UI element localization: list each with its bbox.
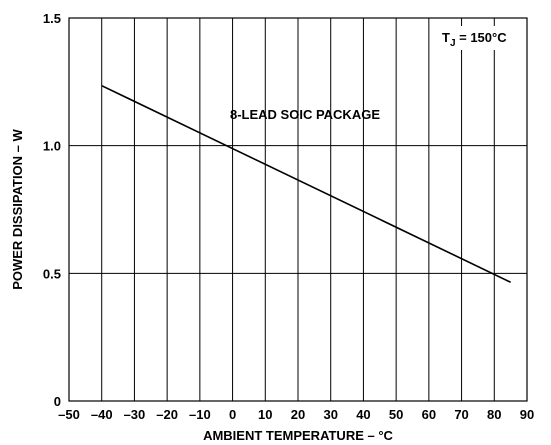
x-tick-label: –20	[156, 407, 178, 422]
x-tick-label: –10	[189, 407, 211, 422]
package-annotation: 8-LEAD SOIC PACKAGE	[230, 107, 380, 122]
x-tick-label: 60	[422, 407, 436, 422]
tj-subscript: J	[450, 38, 456, 49]
y-tick-label: 0	[54, 394, 61, 409]
y-axis-label: POWER DISSIPATION – W	[10, 128, 25, 289]
x-tick-label: 0	[229, 407, 236, 422]
x-tick-label: –50	[58, 407, 80, 422]
tj-annotation-box	[436, 26, 522, 50]
x-tick-label: 30	[323, 407, 337, 422]
series-line	[101, 84, 511, 283]
y-tick-label: 1.0	[43, 139, 61, 154]
x-axis-ticks: –50 –40 –30 –20 –10 0 10 20 30 40 50 60 70 80 90	[58, 407, 534, 422]
x-axis-label: AMBIENT TEMPERATURE – °C	[203, 428, 393, 443]
x-tick-label: –30	[124, 407, 146, 422]
x-tick-label: 50	[389, 407, 403, 422]
x-tick-label: 80	[487, 407, 501, 422]
tj-symbol: T	[442, 30, 450, 45]
plot-frame	[68, 17, 528, 402]
x-tick-label: 40	[356, 407, 370, 422]
x-tick-label: –40	[91, 407, 113, 422]
y-tick-label: 0.5	[43, 266, 61, 281]
x-tick-label: 90	[520, 407, 534, 422]
tj-value: = 150°C	[456, 30, 508, 45]
x-tick-label: 70	[454, 407, 468, 422]
y-tick-label: 1.5	[43, 11, 61, 26]
x-tick-label: 10	[258, 407, 272, 422]
y-axis-ticks: 0 0.5 1.0 1.5	[43, 11, 61, 409]
x-tick-label: 20	[291, 407, 305, 422]
chart-grid	[69, 18, 527, 401]
junction-temperature-annotation: TJ = 150°C	[442, 30, 507, 49]
series-group	[101, 84, 511, 283]
